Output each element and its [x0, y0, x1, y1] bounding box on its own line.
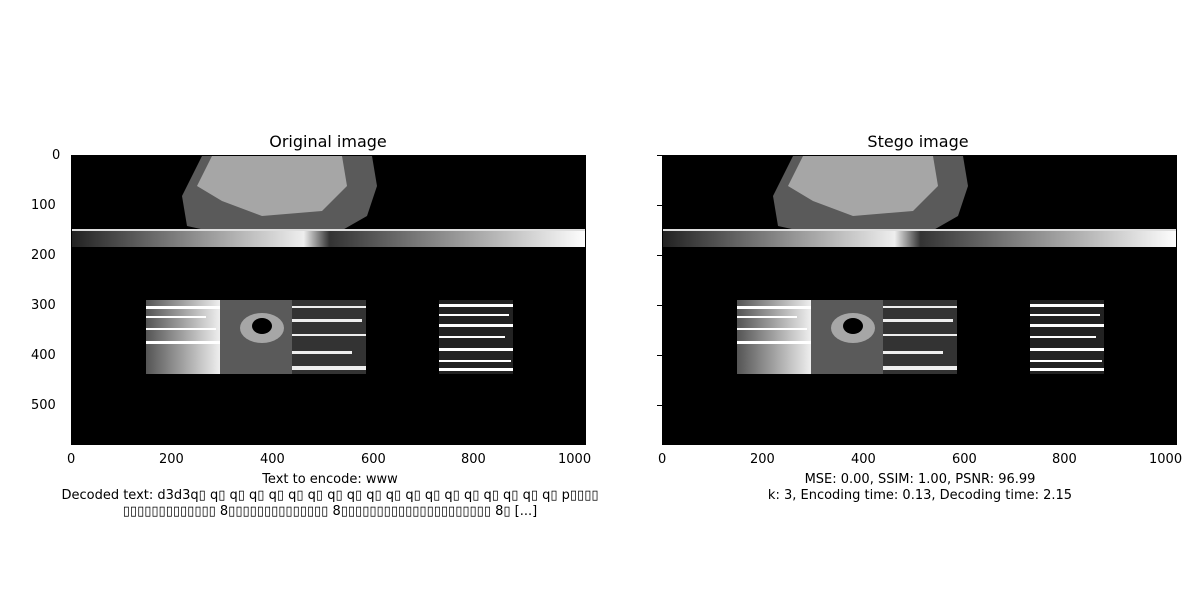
y-tick-label: 200 [31, 248, 56, 263]
decoded-text-line1: Decoded text: d3d3q▯ q▯ q▯ q▯ q▯ q▯ q▯ q… [61, 488, 599, 503]
y-tick-mark [657, 355, 662, 356]
y-tick-label: 400 [31, 348, 56, 363]
x-tick-label: 200 [159, 452, 184, 467]
stego-image-axes [662, 155, 1177, 445]
y-tick-label: 300 [31, 298, 56, 313]
y-tick-label: 100 [31, 198, 56, 213]
x-tick-label: 0 [658, 452, 667, 467]
right-caption: MSE: 0.00, SSIM: 1.00, PSNR: 96.99 k: 3,… [660, 472, 1180, 504]
x-tick-label: 800 [461, 452, 486, 467]
y-tick-label: 0 [52, 148, 61, 163]
text-to-encode: Text to encode: www [262, 472, 398, 487]
x-tick-label: 600 [361, 452, 386, 467]
y-tick-mark [657, 405, 662, 406]
original-image-axes [71, 155, 586, 445]
y-tick-mark [657, 305, 662, 306]
y-tick-mark [657, 205, 662, 206]
stego-image [663, 156, 1176, 444]
x-tick-label: 1000 [558, 452, 592, 467]
x-tick-label: 400 [260, 452, 285, 467]
quality-metrics: MSE: 0.00, SSIM: 1.00, PSNR: 96.99 [804, 472, 1036, 487]
x-tick-label: 0 [67, 452, 76, 467]
y-tick-mark [657, 155, 662, 156]
left-panel-title: Original image [269, 132, 387, 151]
x-tick-label: 1000 [1149, 452, 1183, 467]
x-tick-label: 200 [750, 452, 775, 467]
x-tick-label: 800 [1052, 452, 1077, 467]
y-tick-mark [657, 255, 662, 256]
x-tick-label: 400 [851, 452, 876, 467]
decoded-text-line2: ▯▯▯▯▯▯▯▯▯▯▯▯▯ 8▯▯▯▯▯▯▯▯▯▯▯▯▯▯ 8▯▯▯▯▯▯▯▯▯… [122, 504, 538, 519]
left-caption: Text to encode: www Decoded text: d3d3q▯… [30, 472, 630, 520]
x-tick-label: 600 [952, 452, 977, 467]
right-panel-title: Stego image [867, 132, 969, 151]
original-image [72, 156, 585, 444]
y-tick-label: 500 [31, 398, 56, 413]
timing-metrics: k: 3, Encoding time: 0.13, Decoding time… [767, 488, 1073, 503]
